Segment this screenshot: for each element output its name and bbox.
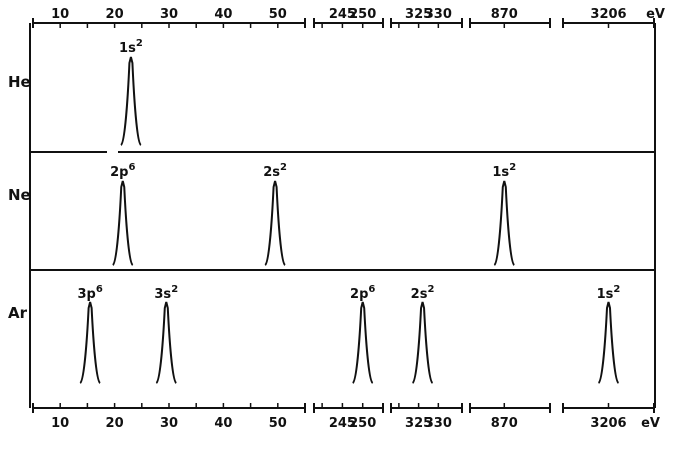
bottom-axis-tick-label: 30 [160,416,178,431]
spectrum-panels: He 1s2 Ne 2p6 2s2 1s2 Ar 3p6 3s2 2p6 2s2 1s2 [8,38,621,384]
top-axis-tick-label: 3206 [590,7,626,22]
spectral-peak [264,180,286,266]
panel-ar: Ar 3p6 3s2 2p6 2s2 1s2 [8,284,621,384]
bottom-axis-tick-label: 330 [425,416,452,431]
top-axis-tick-label: 50 [269,7,287,22]
spectral-peak [351,301,374,384]
bottom-axis-tick-label: 250 [349,416,376,431]
bottom-axis-tick-label: 325 [405,416,432,431]
frame [29,23,656,408]
spectral-peak [79,301,101,384]
panel-he: He 1s2 [8,38,143,146]
peak-label: 2p6 [350,284,375,302]
element-label: Ne [8,186,31,204]
spectral-peak [111,180,134,266]
bottom-axis-tick-label: 50 [269,416,287,431]
bottom-axis-tick-label: 40 [214,416,232,431]
peak-label: 3s2 [154,284,178,302]
top-axis-tick-label: 40 [214,7,232,22]
peak-label: 1s2 [492,162,516,180]
top-axis-tick-label: 330 [425,7,452,22]
peak-label: 3p6 [77,284,102,302]
bottom-axis-unit-label: eV [641,416,660,431]
bottom-axis-tick-label: 3206 [590,416,626,431]
peak-label: 2s2 [411,284,435,302]
top-axis-tick-label: 325 [405,7,432,22]
bottom-axis-tick-label: 245 [329,416,356,431]
bottom-axis-tick-label: 10 [51,416,69,431]
top-axis-tick-label: 30 [160,7,178,22]
bottom-axis-tick-label: 20 [106,416,124,431]
peak-label: 2p6 [110,162,135,180]
top-axis-tick-label: 10 [51,7,69,22]
spectral-peak [597,301,620,384]
peak-label: 1s2 [119,38,143,56]
bottom-axis-tick-label: 870 [491,416,518,431]
top-axis-tick-label: 245 [329,7,356,22]
peak-label: 1s2 [597,284,621,302]
spectral-peak [493,180,516,266]
spectral-peak [120,56,142,146]
peak-label: 2s2 [263,162,287,180]
top-axis-tick-label: 20 [106,7,124,22]
top-axis-unit-label: eV [646,7,665,22]
panel-ne: Ne 2p6 2s2 1s2 [8,162,516,266]
spectral-peak [155,301,178,384]
element-label: He [8,73,31,91]
spectral-peak [411,301,434,384]
top-axis-tick-label: 250 [349,7,376,22]
top-axis-tick-label: 870 [491,7,518,22]
element-label: Ar [8,304,28,322]
